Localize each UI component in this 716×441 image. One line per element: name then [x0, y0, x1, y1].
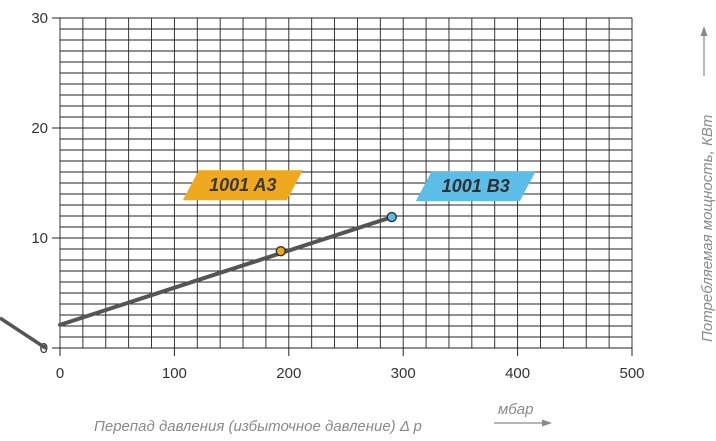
points: 1001 A3 1001 B3 [182, 170, 536, 257]
data-point [275, 245, 286, 257]
x-tick-label: 300 [391, 365, 416, 382]
x-tick-label: 100 [162, 365, 187, 382]
point-badge-label: 1001 A3 [209, 175, 276, 195]
x-axis-unit: мбар [498, 401, 533, 418]
data-point [386, 211, 397, 223]
x-tick-label: 500 [619, 365, 644, 382]
y-axis-arrow-icon [700, 26, 708, 76]
x-axis-arrow-icon [494, 419, 552, 427]
point-badge [415, 171, 536, 202]
series-line [58, 215, 394, 327]
x-tick-label: 400 [505, 365, 530, 382]
point-badge [182, 170, 303, 201]
series-stub [0, 316, 45, 349]
x-axis-title: Перепад давления (избыточное давление) Δ… [94, 418, 422, 435]
tick-labels: 01020300100200300400500 [31, 10, 644, 382]
point-badge-label: 1001 B3 [442, 176, 510, 196]
y-axis-title: Потребляемая мощность, КВт [699, 115, 716, 342]
y-tick-label: 20 [31, 120, 48, 137]
y-tick-label: 30 [31, 10, 48, 27]
y-tick-label: 10 [31, 230, 48, 247]
x-tick-label: 0 [56, 365, 64, 382]
series [0, 215, 394, 350]
series-stub-end [42, 344, 48, 350]
grid [52, 17, 633, 356]
x-tick-label: 200 [276, 365, 301, 382]
